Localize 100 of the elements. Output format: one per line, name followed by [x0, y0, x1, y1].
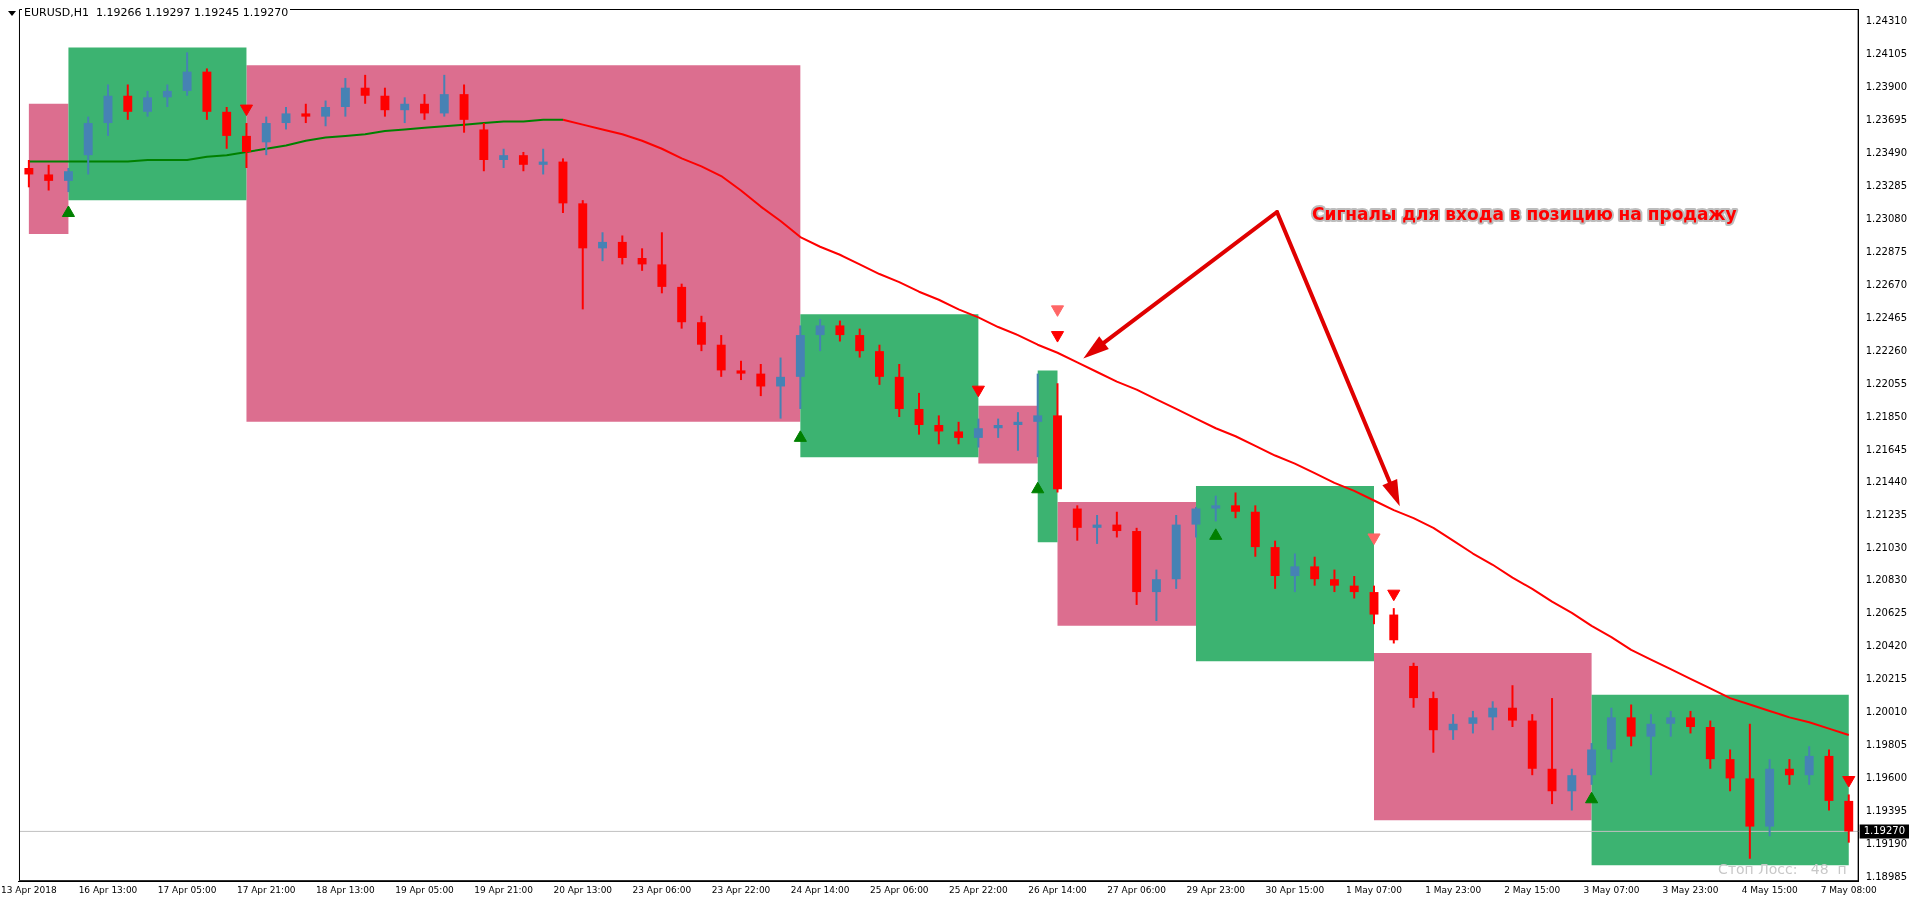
y-tick-label: 1.20010 [1865, 706, 1908, 718]
candlestick [1666, 709, 1676, 738]
candlestick [1151, 568, 1161, 622]
x-tick-label: 25 Apr 06:00 [869, 884, 929, 895]
ref-line-label: 1.19270 [1863, 825, 1906, 836]
candlestick [914, 391, 924, 436]
x-tick-label: 25 Apr 22:00 [949, 884, 1008, 895]
candlestick [499, 147, 509, 170]
candlestick [1112, 510, 1122, 539]
candlestick [1310, 555, 1320, 587]
y-tick-label: 1.23490 [1865, 147, 1908, 159]
candlestick [973, 417, 983, 449]
candlestick [44, 163, 54, 192]
candlestick [380, 86, 390, 118]
candlestick [934, 414, 944, 446]
y-tick-label: 1.23900 [1865, 81, 1908, 93]
candlestick [855, 327, 865, 359]
x-tick-label: 17 Apr 21:00 [236, 884, 296, 895]
candlestick [617, 234, 627, 266]
candlestick [993, 417, 1003, 439]
candlestick [1092, 513, 1102, 545]
x-tick-label: 7 May 08:00 [1820, 884, 1878, 895]
y-tick-label: 1.21440 [1865, 476, 1908, 488]
candlestick [736, 359, 746, 382]
x-tick-label: 1 May 23:00 [1425, 884, 1482, 895]
candlestick [1013, 411, 1023, 452]
candlestick [954, 420, 964, 446]
candlestick [301, 102, 311, 125]
x-tick-label: 24 Apr 14:00 [790, 884, 850, 895]
x-tick-label: 19 Apr 21:00 [474, 884, 534, 895]
y-tick-label: 1.21645 [1865, 443, 1908, 455]
candlestick [321, 99, 331, 128]
x-tick-label: 30 Apr 15:00 [1265, 884, 1325, 895]
x-tick-label: 29 Apr 23:00 [1186, 884, 1246, 895]
candlestick [261, 115, 271, 157]
x-tick-label: 3 May 07:00 [1583, 884, 1640, 895]
x-tick-label: 23 Apr 06:00 [632, 884, 692, 895]
y-tick-label: 1.19600 [1865, 771, 1908, 783]
x-tick-label: 3 May 23:00 [1662, 884, 1719, 895]
candlestick [281, 105, 291, 131]
candlestick [1448, 713, 1458, 741]
x-tick-label: 1 May 07:00 [1346, 884, 1403, 895]
candlestick [776, 356, 786, 420]
candlestick [637, 247, 647, 272]
y-tick-label: 1.21030 [1865, 542, 1908, 554]
x-tick-label: 23 Apr 22:00 [711, 884, 771, 895]
candlestick [1468, 709, 1478, 735]
candlestick [1784, 758, 1794, 786]
candlestick [1033, 372, 1043, 459]
candlestick [123, 83, 133, 121]
y-tick-label: 1.24310 [1865, 15, 1908, 27]
candlestick [1646, 713, 1656, 777]
candlestick [696, 314, 706, 353]
candlestick [143, 89, 153, 118]
annotation: Сигналы для входа в позицию на продажу [1312, 204, 1737, 225]
y-tick-label: 1.22670 [1865, 278, 1908, 290]
x-tick-label: 26 Apr 14:00 [1028, 884, 1088, 895]
candlestick [439, 73, 449, 118]
candlestick [400, 96, 410, 125]
x-tick-label: 16 Apr 13:00 [78, 884, 138, 895]
y-tick-label: 1.22055 [1865, 377, 1908, 389]
y-tick-label: 1.23285 [1865, 180, 1908, 192]
y-tick-label: 1.19190 [1865, 837, 1908, 849]
y-tick-label: 1.22875 [1865, 245, 1908, 257]
x-tick-label: 13 Apr 2018 [1, 884, 57, 895]
candlestick [756, 362, 766, 398]
candlestick [420, 93, 429, 121]
candlestick [24, 158, 34, 189]
chart-title: EURUSD,H1 1.19266 1.19297 1.19245 1.19270 [22, 6, 291, 19]
x-tick-label: 18 Apr 13:00 [316, 884, 375, 895]
candlestick [1231, 491, 1240, 520]
y-tick-label: 1.20420 [1865, 640, 1908, 652]
candlestick [1488, 700, 1498, 732]
y-tick-label: 1.22260 [1865, 344, 1908, 356]
y-tick-label: 1.21850 [1865, 410, 1908, 422]
x-tick-label: 17 Apr 05:00 [157, 884, 217, 895]
y-tick-label: 1.19395 [1865, 804, 1908, 816]
y-tick-label: 1.24105 [1865, 48, 1908, 60]
x-tick-label: 19 Apr 05:00 [395, 884, 455, 895]
candlestick [242, 122, 251, 170]
x-tick-label: 20 Apr 13:00 [553, 884, 613, 895]
candlestick [835, 319, 845, 343]
candlestick [1072, 504, 1082, 542]
y-tick-label: 1.20215 [1865, 673, 1908, 685]
candlestick [1369, 584, 1379, 626]
candlestick [1329, 568, 1339, 594]
y-tick-label: 1.20625 [1865, 607, 1908, 619]
y-tick-label: 1.23695 [1865, 114, 1908, 126]
candlestick [1191, 505, 1201, 539]
candlestick [360, 73, 370, 105]
candlestick [657, 231, 667, 295]
candlestick [162, 83, 172, 108]
y-tick-label: 1.22465 [1865, 311, 1908, 323]
y-tick-label: 1.18985 [1865, 870, 1908, 882]
x-tick-label: 27 Apr 06:00 [1107, 884, 1167, 895]
candlestick [1686, 709, 1695, 735]
candlestick [815, 318, 825, 353]
candlestick [598, 231, 607, 263]
candlestick [1567, 767, 1577, 812]
candlestick [1725, 748, 1735, 793]
